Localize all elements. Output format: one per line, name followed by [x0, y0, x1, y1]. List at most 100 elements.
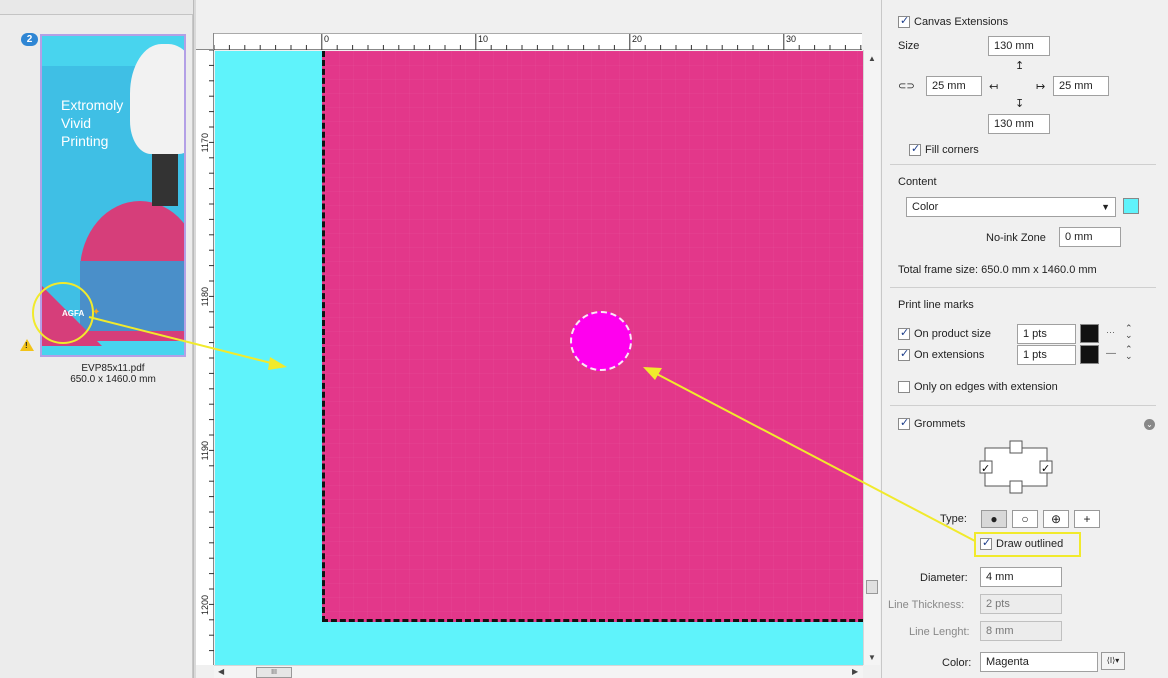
- ruler-label: 20: [632, 34, 643, 44]
- only-on-edges-toggle[interactable]: Only on edges with extension: [898, 381, 1058, 394]
- scroll-down-icon[interactable]: ▼: [868, 653, 876, 662]
- content-title: Content: [898, 176, 937, 188]
- grommet-mark[interactable]: [570, 311, 632, 371]
- size-label: Size: [898, 40, 920, 52]
- ruler-label: 1200: [200, 595, 210, 616]
- extensions-line-color-swatch[interactable]: [1080, 345, 1099, 364]
- ruler-label: 0: [324, 34, 330, 44]
- diameter-label: Diameter:: [920, 572, 968, 584]
- extensions-line-width-field[interactable]: 1 pts: [1017, 345, 1076, 365]
- content-type-select[interactable]: Color ▼: [906, 197, 1116, 217]
- thumbnail-file-size: 650.0 x 1460.0 mm: [70, 374, 156, 385]
- no-ink-zone-label: No-ink Zone: [986, 232, 1046, 244]
- grommet-color-field[interactable]: Magenta: [980, 652, 1098, 672]
- canvas-extensions-toggle[interactable]: Canvas Extensions: [898, 14, 1009, 29]
- product-line-spinner-icon[interactable]: ⌃ ⌄: [1125, 323, 1133, 340]
- arrow-left-icon: ↤: [989, 81, 999, 93]
- line-length-label: Line Lenght:: [909, 626, 970, 638]
- line-thickness-label: Line Thickness:: [888, 599, 965, 611]
- svg-text:✓: ✓: [1041, 462, 1050, 475]
- fill-corners-toggle[interactable]: Fill corners: [909, 142, 979, 157]
- ruler-label: 1180: [200, 287, 210, 307]
- on-product-size-toggle[interactable]: On product size: [898, 326, 992, 341]
- annotation-circle: [32, 282, 94, 344]
- type-label: Type:: [940, 513, 967, 525]
- type-filled-circle-button[interactable]: ●: [981, 510, 1007, 528]
- vertical-ruler-ticks: [209, 50, 214, 652]
- extension-left-field[interactable]: 25 mm: [926, 76, 982, 96]
- draw-outlined-toggle[interactable]: Draw outlined: [980, 536, 1064, 551]
- extension-bottom-field[interactable]: 130 mm: [988, 114, 1050, 134]
- extensions-line-spinner-icon[interactable]: ⌃ ⌄: [1125, 344, 1133, 361]
- document-canvas[interactable]: [215, 51, 863, 665]
- dotted-line-style-icon[interactable]: ···: [1106, 327, 1115, 337]
- thumbnail-figure-hair: [130, 44, 184, 154]
- fill-corners-checkbox[interactable]: [909, 142, 921, 157]
- arrow-down-icon: ↧: [1015, 98, 1025, 110]
- vertical-scroll-thumb[interactable]: [866, 580, 878, 594]
- content-type-value: Color: [912, 201, 939, 213]
- color-picker-icon[interactable]: ⟨I⟩▾: [1101, 652, 1125, 670]
- diameter-field[interactable]: 4 mm: [980, 567, 1062, 587]
- draw-outlined-checkbox[interactable]: [980, 536, 992, 551]
- horizontal-ruler: 0 10 20 30: [214, 33, 862, 50]
- canvas-area: 0 10 20 30 1170 1180 1190 1200 ▲ ▼ ◀: [196, 0, 880, 678]
- draw-outlined-label: Draw outlined: [996, 538, 1064, 551]
- scroll-up-icon[interactable]: ▲: [868, 54, 876, 63]
- color-label: Color:: [942, 657, 972, 669]
- no-ink-zone-field[interactable]: 0 mm: [1059, 227, 1121, 247]
- grommets-toggle[interactable]: Grommets: [898, 416, 965, 431]
- canvas-extensions-label: Canvas Extensions: [914, 16, 1009, 29]
- section-divider: [890, 287, 1156, 288]
- total-frame-size: Total frame size: 650.0 mm x 1460.0 mm: [898, 264, 1097, 276]
- line-length-field[interactable]: 8 mm: [980, 621, 1062, 641]
- svg-text:✓: ✓: [981, 462, 990, 475]
- ruler-corner: [196, 33, 214, 50]
- product-line-width-field[interactable]: 1 pts: [1017, 324, 1076, 344]
- section-divider: [890, 164, 1156, 165]
- extension-top-field[interactable]: 130 mm: [988, 36, 1050, 56]
- type-cross-button[interactable]: +: [1074, 510, 1100, 528]
- grommets-checkbox[interactable]: [898, 416, 910, 431]
- page-thumbnails-panel: 2 Extromoly Vivid Printing AGFA ✦ ! EVP8…: [0, 0, 193, 678]
- vertical-ruler: 1170 1180 1190 1200: [196, 50, 214, 665]
- scroll-right-icon[interactable]: ▶: [852, 667, 859, 676]
- thumbnail-headline-line: Vivid: [61, 115, 92, 131]
- solid-line-style-icon[interactable]: —: [1106, 348, 1116, 359]
- line-thickness-field[interactable]: 2 pts: [980, 594, 1062, 614]
- canvas-extensions-checkbox[interactable]: [898, 14, 910, 29]
- product-line-color-swatch[interactable]: [1080, 324, 1099, 343]
- ruler-label: 10: [478, 34, 489, 44]
- only-on-edges-label: Only on edges with extension: [914, 381, 1058, 394]
- only-on-edges-checkbox[interactable]: [898, 381, 910, 394]
- properties-panel: Canvas Extensions Size 130 mm ↥ ⊂⊃ 25 mm…: [881, 0, 1168, 678]
- thumbnail-file-name: EVP85x11.pdf: [81, 363, 145, 374]
- type-crosshair-button[interactable]: ⊕: [1043, 510, 1069, 528]
- on-product-size-checkbox[interactable]: [898, 326, 910, 341]
- thumbnail-figure-neck: [152, 151, 178, 206]
- scroll-left-icon[interactable]: ◀: [218, 667, 225, 676]
- on-extensions-toggle[interactable]: On extensions: [898, 347, 984, 362]
- on-extensions-checkbox[interactable]: [898, 347, 910, 362]
- arrow-up-icon: ↥: [1015, 60, 1025, 72]
- horizontal-scroll-thumb[interactable]: III: [256, 667, 292, 678]
- section-divider: [890, 405, 1156, 406]
- horizontal-scrollbar[interactable]: ◀ III ▶: [214, 665, 863, 678]
- on-product-size-label: On product size: [914, 328, 992, 341]
- thumbnails-toolbar: [0, 0, 193, 15]
- arrow-right-icon: ↦: [1036, 81, 1046, 93]
- content-color-swatch[interactable]: [1123, 198, 1139, 214]
- extension-right-field[interactable]: 25 mm: [1053, 76, 1109, 96]
- ruler-label: 1170: [200, 133, 210, 153]
- vertical-scrollbar[interactable]: ▲ ▼: [863, 50, 880, 665]
- fill-corners-label: Fill corners: [925, 144, 979, 157]
- print-line-marks-title: Print line marks: [898, 299, 974, 311]
- collapse-section-icon[interactable]: ⌄: [1144, 419, 1155, 430]
- link-chain-icon[interactable]: ⊂⊃: [898, 81, 915, 92]
- chevron-down-icon: ▼: [1101, 202, 1110, 212]
- thumbnail-headline-line: Printing: [61, 133, 109, 149]
- type-hollow-circle-button[interactable]: ○: [1012, 510, 1038, 528]
- warning-icon[interactable]: !: [20, 339, 34, 351]
- grommet-position-selector[interactable]: ✓ ✓: [977, 438, 1057, 498]
- ruler-label: 1190: [200, 441, 210, 461]
